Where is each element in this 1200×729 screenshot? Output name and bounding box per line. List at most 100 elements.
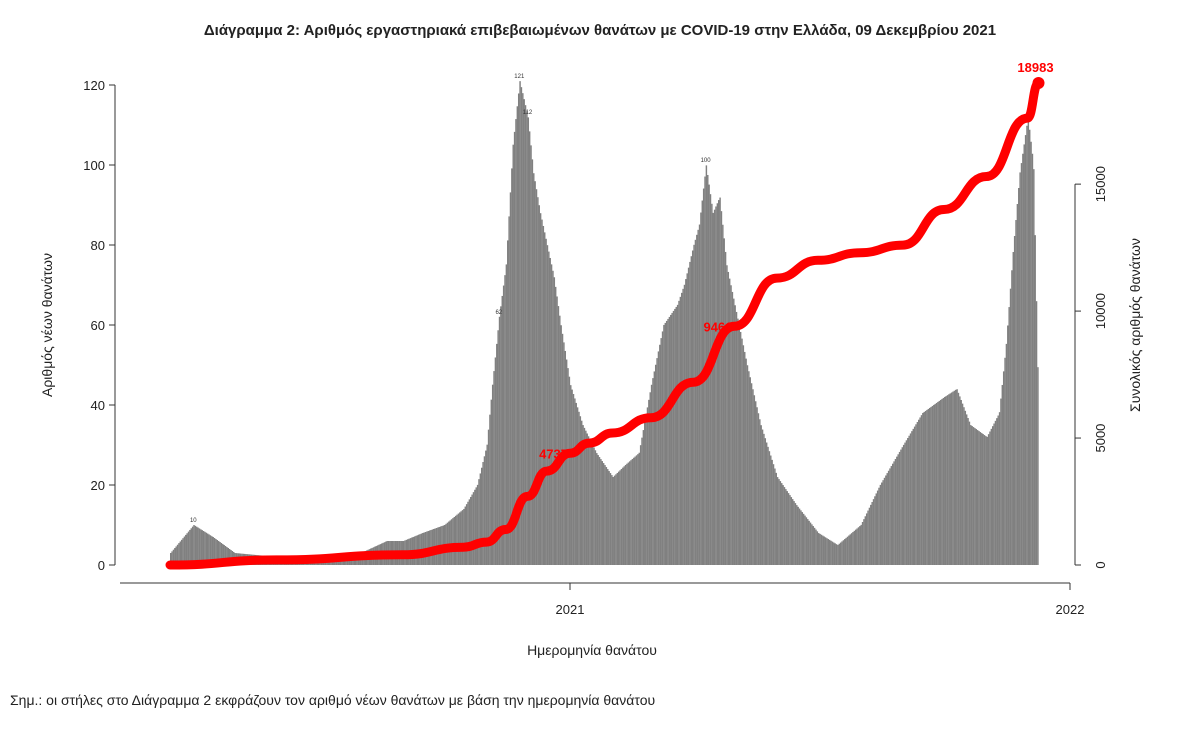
bar xyxy=(911,431,913,565)
bar xyxy=(571,389,573,565)
bar xyxy=(786,491,788,565)
bar xyxy=(986,436,988,565)
bar xyxy=(798,508,801,565)
bar xyxy=(574,398,576,565)
bar xyxy=(590,441,593,565)
bar xyxy=(178,543,180,565)
bar xyxy=(497,330,499,565)
bar xyxy=(596,453,598,565)
bar xyxy=(887,470,890,565)
bar xyxy=(933,404,935,565)
bar xyxy=(661,331,664,565)
bar xyxy=(504,275,506,565)
bar xyxy=(700,212,702,566)
bar xyxy=(171,551,173,565)
bar xyxy=(453,516,456,565)
bar xyxy=(553,277,556,565)
bar xyxy=(859,526,861,565)
bar xyxy=(781,483,783,565)
bar xyxy=(470,496,472,565)
bar xyxy=(491,384,494,565)
bar xyxy=(856,528,858,565)
bar xyxy=(809,522,812,565)
bar xyxy=(675,306,677,565)
bar xyxy=(467,501,469,565)
bar xyxy=(816,531,819,565)
bar xyxy=(196,526,198,565)
bar xyxy=(464,506,466,565)
bar xyxy=(223,545,225,565)
bar xyxy=(511,168,513,565)
bar xyxy=(615,474,617,565)
bar xyxy=(189,529,191,565)
bar xyxy=(731,291,734,565)
bar xyxy=(920,415,923,565)
bar xyxy=(537,197,539,565)
bar xyxy=(672,310,675,565)
bar xyxy=(831,541,834,565)
bar xyxy=(842,540,845,565)
bar xyxy=(881,482,883,565)
bar xyxy=(941,398,943,565)
bar xyxy=(989,431,991,565)
bar xyxy=(904,442,906,565)
bar xyxy=(544,232,546,565)
bar xyxy=(946,395,949,565)
bar xyxy=(857,527,860,565)
bar xyxy=(583,427,586,565)
bar xyxy=(604,465,606,565)
bar xyxy=(793,501,795,565)
bar xyxy=(997,415,999,565)
bar xyxy=(845,537,847,565)
bar xyxy=(927,408,930,565)
bar xyxy=(607,469,609,565)
bar xyxy=(598,457,601,565)
bar xyxy=(515,119,517,565)
bar xyxy=(474,489,476,565)
bar xyxy=(213,538,216,565)
bar xyxy=(1027,117,1030,565)
bar xyxy=(1015,220,1017,565)
bar xyxy=(568,376,571,565)
bar xyxy=(812,526,814,565)
bar xyxy=(186,533,188,565)
bar xyxy=(959,396,961,565)
bar-value-label: 112 xyxy=(523,110,533,116)
bar xyxy=(1026,125,1028,565)
bar xyxy=(897,454,899,565)
bar xyxy=(956,389,958,565)
bar xyxy=(860,524,862,565)
bar xyxy=(560,325,562,565)
bar xyxy=(765,442,768,565)
bar xyxy=(652,378,654,565)
bar xyxy=(526,111,528,565)
bar xyxy=(582,425,584,565)
bar xyxy=(787,493,790,565)
bar xyxy=(667,318,669,565)
bar xyxy=(1005,343,1008,565)
bar xyxy=(1000,398,1002,565)
bar xyxy=(976,430,979,565)
bar xyxy=(811,524,813,565)
bar xyxy=(222,544,224,565)
bar xyxy=(953,390,956,565)
bar xyxy=(841,541,843,565)
bar xyxy=(179,541,182,565)
bar-series xyxy=(170,81,1039,566)
bar xyxy=(838,543,841,565)
bar xyxy=(749,377,751,565)
bar xyxy=(1035,301,1038,565)
chart-footnote: Σημ.: οι στήλες στο Διάγραμμα 2 εκφράζου… xyxy=(10,692,656,708)
bar xyxy=(226,547,228,565)
bar xyxy=(898,451,901,565)
bar xyxy=(193,525,195,565)
bar xyxy=(494,357,497,565)
bar xyxy=(485,450,487,565)
bar-value-label: 121 xyxy=(514,74,525,80)
bar xyxy=(723,238,725,565)
bar xyxy=(718,200,720,565)
bar xyxy=(483,456,486,565)
bar xyxy=(753,395,756,565)
x-axis-title: Ημερομηνία θανάτου xyxy=(527,642,657,658)
bar xyxy=(875,493,877,565)
